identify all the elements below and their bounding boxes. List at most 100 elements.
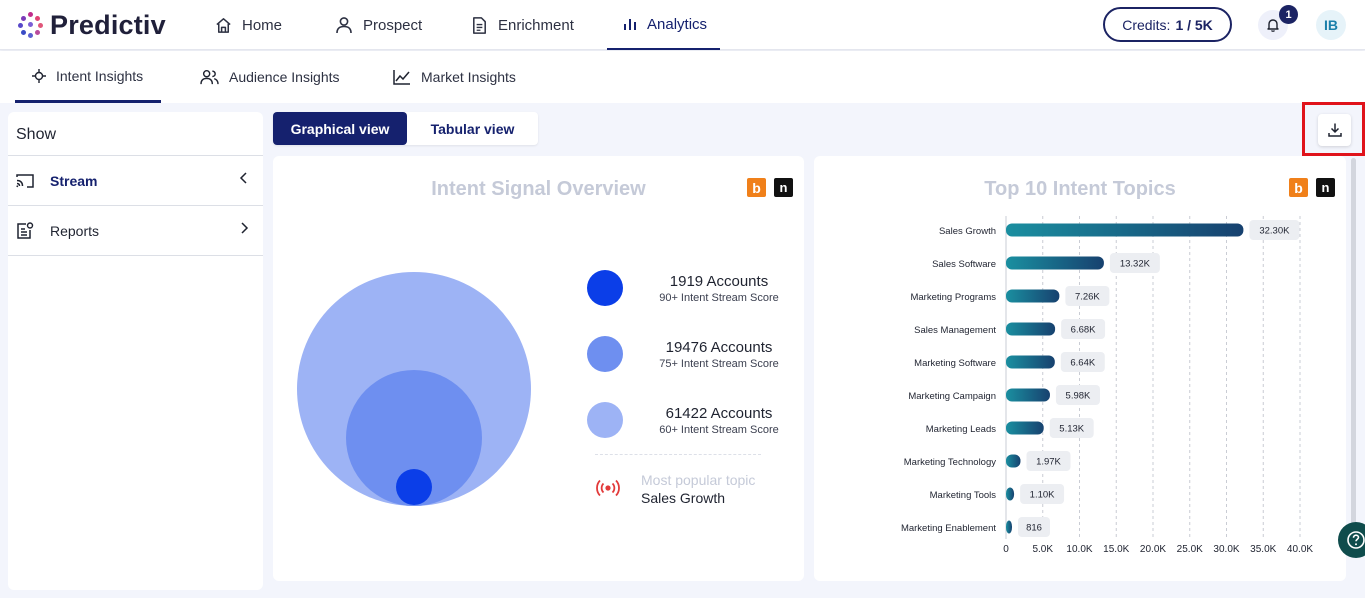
data-label-bg [1017,517,1050,537]
data-label-bg [1020,484,1065,504]
cast-icon [16,174,34,188]
brand-name: Predictiv [50,9,166,40]
tab-intent-insights-label: Intent Insights [56,67,144,84]
tab-market-insights-label: Market Insights [421,69,516,85]
chevron-right-icon [241,222,249,234]
category-label: Marketing Programs [910,292,996,303]
user-icon [336,17,352,34]
x-tick-label: 0 [1003,544,1009,555]
category-label: Marketing Enablement [901,523,996,534]
data-label: 32.30K [1259,226,1290,237]
sidebar-title: Show [16,126,57,143]
tab-market-insights[interactable]: Market Insights [393,51,516,103]
nav-analytics[interactable]: Analytics [607,0,720,50]
intent-signal-overview-card: Intent Signal Overview b n 1919 Accounts… [273,156,804,581]
x-tick-label: 5.0K [1032,544,1053,555]
bar-chart-icon [624,19,636,30]
topic-bar [1006,487,1015,501]
credits-pill[interactable]: Credits: 1 / 5K [1103,7,1232,42]
topic-bar [1006,421,1044,435]
tab-intent-insights[interactable]: Intent Insights [15,51,161,103]
x-tick-label: 35.0K [1250,544,1276,555]
data-label: 1.97K [1036,457,1061,468]
intent-bubble-chart [297,272,531,506]
download-button[interactable] [1318,114,1351,146]
top-navigation: Predictiv Home Prospect Enrichment Analy… [0,0,1365,50]
legend-score: 60+ Intent Stream Score [659,424,779,436]
credits-value: 1 / 5K [1175,16,1213,33]
logo-icon [18,12,44,38]
crosshair-icon [32,68,46,83]
data-label: 6.68K [1071,325,1096,336]
category-label: Marketing Leads [926,424,996,435]
graphical-view-button[interactable]: Graphical view [273,112,407,145]
download-icon [1327,123,1342,137]
data-label-bg [1026,451,1071,471]
info-brand-icon[interactable]: n [1316,178,1335,197]
avatar[interactable]: IB [1316,10,1346,40]
topic-bar [1006,223,1244,237]
data-label-bg [1249,220,1300,240]
nav-prospect[interactable]: Prospect [334,0,422,50]
legend-score: 90+ Intent Stream Score [659,292,779,304]
document-icon [473,16,486,34]
data-label: 5.98K [1066,391,1091,402]
bombora-icon[interactable]: b [1289,178,1308,197]
category-label: Marketing Software [914,358,996,369]
tab-audience-insights[interactable]: Audience Insights [200,51,340,103]
x-tick-label: 20.0K [1140,544,1166,555]
topic-bar [1006,520,1012,534]
data-label: 5.13K [1059,424,1084,435]
x-tick-label: 40.0K [1287,544,1313,555]
bombora-icon[interactable]: b [747,178,766,197]
legend-dot [587,402,623,438]
data-label-bg [1049,418,1094,438]
download-highlight [1302,102,1365,156]
legend-dot [587,270,623,306]
legend-divider [595,454,761,455]
data-label: 6.64K [1070,358,1095,369]
info-brand-icon[interactable]: n [774,178,793,197]
sidebar-item-reports[interactable]: Reports [8,205,263,255]
x-tick-label: 30.0K [1213,544,1239,555]
legend-accounts: 19476 Accounts [665,339,773,356]
bubble-75plus [346,370,482,506]
credits-label: Credits: [1122,16,1171,33]
notification-count-badge: 1 [1279,5,1298,24]
scrollbar[interactable] [1351,158,1356,558]
report-icon [17,222,34,239]
tab-audience-insights-label: Audience Insights [229,69,340,85]
bubble-90plus [396,469,432,505]
category-label: Sales Management [914,325,996,336]
data-label: 7.26K [1075,292,1100,303]
legend-accounts: 61422 Accounts [665,405,773,422]
logo[interactable]: Predictiv [18,9,166,41]
nav-home[interactable]: Home [214,0,282,50]
sidebar: Show Stream Reports [8,112,263,590]
sidebar-item-reports-label: Reports [50,222,100,239]
nav-enrichment-label: Enrichment [498,16,574,34]
data-label: 13.32K [1120,259,1151,270]
users-icon [200,69,219,84]
help-button[interactable] [1338,522,1365,558]
popular-topic-label: Most popular topic [641,472,756,488]
nav-home-label: Home [242,16,283,34]
view-toggle: Graphical view Tabular view [273,112,538,145]
legend-score: 75+ Intent Stream Score [659,358,779,370]
topics-title: Top 10 Intent Topics [984,178,1176,200]
top-intent-topics-card: Top 10 Intent Topics b n 0 5.0K 10.0K 15.0K… [814,156,1346,581]
broadcast-icon [596,479,620,497]
topic-bar [1006,388,1050,402]
home-icon [216,17,231,33]
tabular-view-button[interactable]: Tabular view [430,120,515,137]
topic-bar [1006,454,1021,468]
topic-bar [1006,289,1060,303]
x-tick-label: 15.0K [1103,544,1129,555]
sidebar-item-stream[interactable]: Stream [8,155,263,205]
nav-enrichment[interactable]: Enrichment [470,0,574,50]
nav-analytics-label: Analytics [647,15,708,33]
legend-dot [587,336,623,372]
category-label: Sales Growth [939,226,996,237]
category-label: Sales Software [932,259,996,270]
help-icon [1347,531,1365,549]
